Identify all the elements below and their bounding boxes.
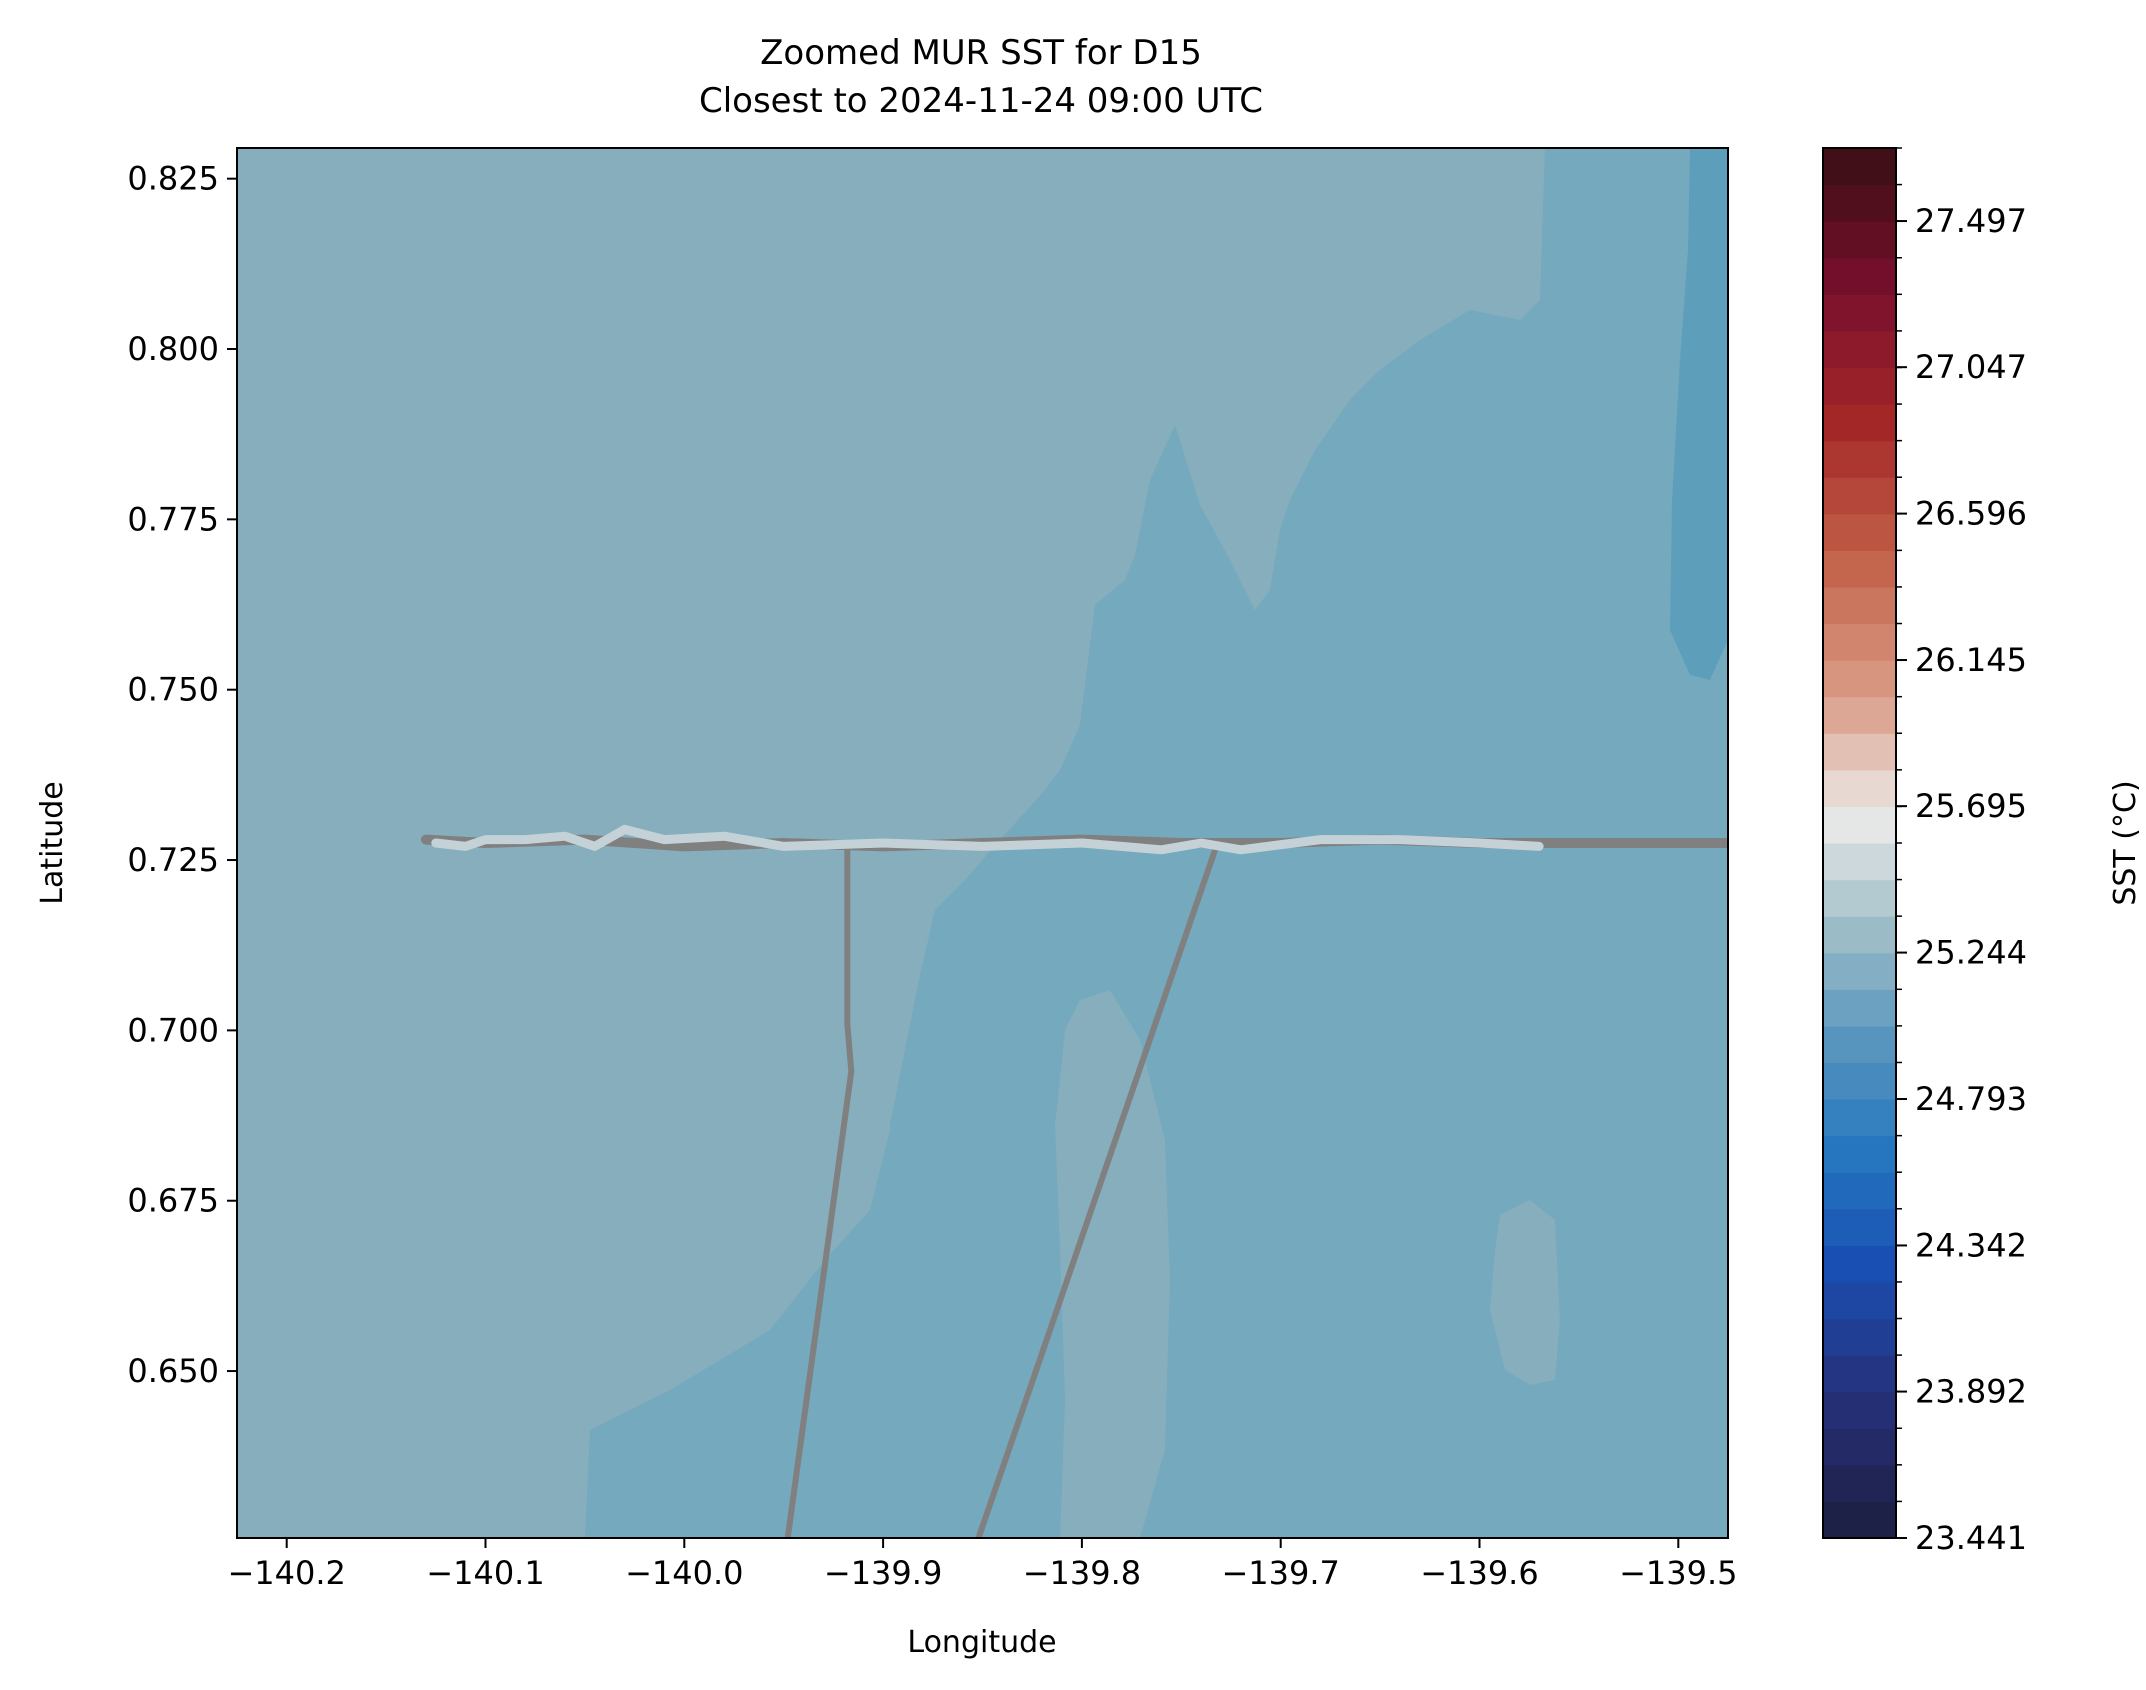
colorbar-segment (1823, 916, 1896, 954)
x-tick-label: −139.9 (824, 1554, 942, 1592)
y-tick-label: 0.800 (127, 330, 219, 368)
y-tick-label: 0.775 (127, 500, 219, 538)
glider-track (431, 824, 1544, 855)
colorbar-segment (1823, 1172, 1896, 1210)
colorbar-tick-label: 27.047 (1915, 348, 2027, 386)
glider-tracks (420, 824, 1728, 1538)
colorbar-tick-label: 26.596 (1915, 495, 2027, 533)
colorbar-segment (1823, 1428, 1896, 1466)
colorbar-segment (1823, 952, 1896, 990)
colorbar-tick-label: 27.497 (1915, 202, 2027, 240)
y-tick-label: 0.650 (127, 1352, 219, 1390)
colorbar-segment (1823, 1281, 1896, 1320)
colorbar-segment (1823, 586, 1896, 625)
x-tick-label: −139.8 (1023, 1554, 1141, 1592)
colorbar-segment (1823, 148, 1896, 186)
chart-title-line2: Closest to 2024-11-24 09:00 UTC (699, 81, 1263, 121)
y-tick-label: 0.825 (127, 160, 219, 198)
colorbar-segment (1823, 733, 1896, 771)
y-axis: 0.650 0.675 0.700 0.725 0.750 0.775 0.800 0.825 (127, 160, 237, 1390)
colorbar-tick-label: 23.892 (1915, 1373, 2027, 1411)
colorbar-segment (1823, 404, 1896, 442)
colorbar-segment (1823, 1135, 1896, 1173)
colorbar-segment (1823, 623, 1896, 661)
y-tick-label: 0.700 (127, 1011, 219, 1049)
colorbar-segment (1823, 184, 1896, 222)
colorbar-segment (1823, 550, 1896, 588)
colorbar-segment (1823, 806, 1896, 844)
x-tick-label: −139.6 (1420, 1554, 1538, 1592)
sst-contour-band (1055, 990, 1170, 1538)
colorbar-segment (1823, 1245, 1896, 1283)
colorbar-tick-label: 24.793 (1915, 1080, 2027, 1118)
colorbar-tick-label: 25.244 (1915, 934, 2027, 972)
colorbar-segment (1823, 294, 1896, 332)
colorbar-segment (1823, 769, 1896, 808)
colorbar-segment (1823, 989, 1896, 1027)
colorbar-segment (1823, 660, 1896, 698)
plot-area (237, 148, 1728, 1538)
chart-title-line1: Zoomed MUR SST for D15 (760, 33, 1202, 73)
colorbar-segment (1823, 1025, 1896, 1064)
colorbar-segment (1823, 1501, 1896, 1539)
colorbar-segment (1823, 477, 1896, 515)
colorbar-segment (1823, 843, 1896, 881)
sst-contour-band (1490, 1200, 1560, 1385)
colorbar-segment (1823, 330, 1896, 369)
glider-track (784, 846, 855, 1538)
x-tick-label: −139.7 (1221, 1554, 1339, 1592)
colorbar-segment (1823, 1391, 1896, 1429)
colorbar-label: SST (°C) (2108, 780, 2143, 905)
sst-contour-band (1670, 148, 1728, 680)
colorbar-segment (1823, 367, 1896, 405)
x-tick-label: −140.0 (625, 1554, 743, 1592)
colorbar-segment (1823, 1355, 1896, 1393)
colorbar-tick-label: 26.145 (1915, 641, 2027, 679)
x-tick-label: −140.2 (227, 1554, 345, 1592)
colorbar-tick-label: 25.695 (1915, 787, 2027, 825)
y-axis-label: Latitude (35, 781, 70, 904)
colorbar-segment (1823, 696, 1896, 734)
colorbar-segment (1823, 879, 1896, 917)
colorbar-segment (1823, 1208, 1896, 1246)
colorbar-segment (1823, 1318, 1896, 1356)
colorbar-segment (1823, 221, 1896, 259)
y-tick-label: 0.675 (127, 1182, 219, 1220)
colorbar-segment (1823, 1464, 1896, 1503)
colorbar: 23.441 23.892 24.342 24.793 25.244 25.695 26.1… (1822, 147, 2027, 1557)
colorbar-segment (1823, 1062, 1896, 1100)
colorbar-tick-label: 24.342 (1915, 1226, 2027, 1264)
x-axis-label: Longitude (907, 1625, 1056, 1660)
colorbar-tick-label: 23.441 (1915, 1519, 2027, 1557)
x-tick-label: −140.1 (426, 1554, 544, 1592)
colorbar-segment (1823, 1099, 1896, 1137)
glider-track (975, 846, 1219, 1538)
x-tick-label: −139.5 (1619, 1554, 1737, 1592)
y-tick-label: 0.750 (127, 671, 219, 709)
colorbar-segment (1823, 513, 1896, 551)
y-tick-label: 0.725 (127, 841, 219, 879)
plot-frame (236, 147, 1729, 1539)
x-axis: −140.2 −140.1 −140.0 −139.9 −139.8 −139.7 −139… (227, 1538, 1738, 1592)
colorbar-segment (1823, 440, 1896, 478)
colorbar-segment (1823, 257, 1896, 295)
